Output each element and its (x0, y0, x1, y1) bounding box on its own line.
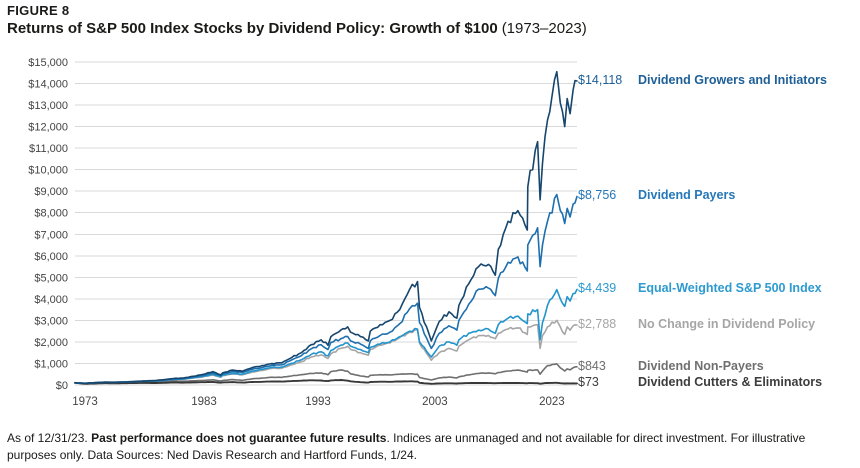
y-axis-tick-label: $9,000 (34, 186, 68, 198)
y-axis-tick-label: $0 (56, 380, 68, 392)
chart-title-line: Returns of S&P 500 Index Stocks by Divid… (7, 20, 587, 37)
y-axis-tick-label: $1,000 (34, 359, 68, 371)
y-axis-tick-label: $2,000 (34, 337, 68, 349)
x-axis-tick-label: 1973 (72, 396, 98, 408)
y-axis-tick-label: $11,000 (29, 143, 68, 155)
y-axis-tick-label: $6,000 (34, 251, 68, 263)
y-axis-tick-label: $10,000 (28, 165, 68, 177)
series-line-dividend-cutters-eliminators (74, 379, 578, 385)
y-axis-tick-label: $3,000 (34, 315, 68, 327)
x-axis-tick-label: 1983 (191, 396, 217, 408)
y-axis-tick-label: $8,000 (34, 208, 68, 220)
x-axis-tick-label: 2023 (539, 396, 565, 408)
footnote-text-1: As of 12/31/23. (7, 431, 92, 445)
y-axis-tick-label: $15,000 (28, 57, 68, 69)
chart-title-period: (1973–2023) (501, 20, 587, 37)
chart-header: FIGURE 8 Returns of S&P 500 Index Stocks… (7, 3, 587, 37)
y-axis-tick-label: $4,000 (34, 294, 68, 306)
chart-title: Returns of S&P 500 Index Stocks by Divid… (7, 20, 498, 37)
footnote-bold-disclaimer: Past performance does not guarantee futu… (91, 431, 387, 445)
y-axis-tick-label: $14,000 (28, 79, 68, 91)
y-axis-tick-label: $7,000 (34, 229, 68, 241)
x-axis-tick-label: 2003 (422, 396, 448, 408)
y-axis-tick-label: $5,000 (34, 272, 68, 284)
footnote: As of 12/31/23. Past performance does no… (7, 430, 853, 465)
y-axis-tick-label: $12,000 (28, 122, 68, 134)
footnote-text-2: . Indices are unmanaged and not availabl… (7, 431, 809, 463)
y-axis-tick-label: $13,000 (28, 100, 68, 112)
growth-line-chart: $0 $1,000 $2,000 $3,000 $4,000 $5,000 $6,000 $7… (28, 57, 578, 408)
series-line-equal-weighted-s-p-500-index (74, 288, 578, 385)
figure-label: FIGURE 8 (7, 3, 70, 18)
x-axis-tick-label: 1993 (305, 396, 331, 408)
series-line-dividend-growers-and-initiators (74, 70, 578, 385)
